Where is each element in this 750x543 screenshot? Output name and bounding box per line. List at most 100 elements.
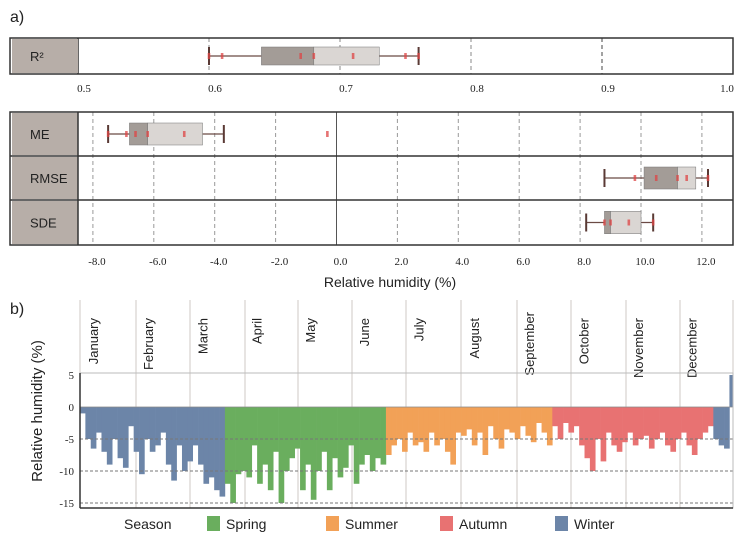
x-tick-label: 4.0: [455, 256, 469, 268]
data-bar: [326, 407, 333, 491]
data-bar: [659, 407, 666, 433]
data-bar: [552, 407, 558, 427]
month-label: July: [412, 318, 427, 342]
data-bar: [648, 407, 655, 449]
data-point: [627, 219, 631, 226]
legend: Season Spring Summer Autumn Winter: [124, 516, 615, 532]
data-bar: [267, 407, 274, 491]
x-tick-label: 0.7: [339, 83, 353, 95]
data-bar: [461, 407, 467, 436]
x-tick-label: -4.0: [210, 256, 228, 268]
data-bar: [385, 407, 392, 455]
data-bar: [482, 407, 489, 455]
data-bar: [294, 407, 301, 449]
data-bar: [450, 407, 456, 465]
error-boxplot-panel: ME RMSE SDE -8.0 -6.0 -4.0 -2.0 0.0 2.0 4.0 6.0 8.0…: [9, 111, 734, 268]
data-bar: [622, 407, 628, 443]
data-bar: [477, 407, 483, 433]
month-label: April: [250, 318, 265, 344]
data-bar: [600, 407, 607, 462]
data-point: [685, 175, 688, 181]
y-tick-label: -15: [59, 498, 74, 510]
x-axis-label: Relative humidity (%): [324, 274, 456, 290]
row-label: ME: [30, 127, 50, 142]
data-bar: [504, 407, 510, 430]
y-tick-label: 0: [69, 402, 75, 414]
data-bar: [160, 407, 167, 433]
data-bar: [305, 407, 312, 465]
box-upper: [147, 122, 203, 146]
data-bar: [106, 407, 113, 465]
data-point: [207, 53, 211, 59]
data-bar: [493, 407, 499, 439]
box-lower: [129, 122, 148, 146]
row-label: SDE: [30, 216, 57, 231]
y-axis-label: Relative humidity (%): [29, 340, 46, 482]
data-point: [106, 131, 110, 137]
data-bar: [707, 407, 714, 427]
data-bar: [632, 407, 639, 446]
x-tick-label: 2.0: [395, 256, 409, 268]
x-tick-label: 1.0: [720, 83, 734, 95]
data-point: [134, 131, 137, 137]
data-bar: [681, 407, 687, 433]
data-bar: [342, 407, 349, 468]
data-bar: [219, 407, 226, 497]
row-label-box: [12, 113, 78, 155]
data-bar: [251, 407, 258, 446]
x-tick-label: 8.0: [577, 256, 591, 268]
data-bar: [90, 407, 97, 449]
data-bar: [638, 407, 644, 439]
legend-swatch-summer: [326, 516, 339, 531]
data-bar: [246, 407, 253, 478]
legend-label: Summer: [345, 516, 398, 532]
data-bar: [273, 407, 279, 452]
data-bar: [396, 407, 403, 439]
month-label: May: [303, 318, 318, 343]
data-bar: [686, 407, 693, 446]
legend-title: Season: [124, 516, 171, 532]
data-bar: [192, 407, 199, 446]
x-tick-label: 0.0: [334, 256, 348, 268]
y-tick-label: 5: [69, 370, 75, 382]
month-label: March: [196, 318, 211, 354]
x-tick-label: -8.0: [88, 256, 106, 268]
x-tick-label: 0.5: [77, 83, 91, 95]
data-bar: [316, 407, 322, 471]
data-bar: [428, 407, 435, 433]
data-bar: [525, 407, 532, 436]
legend-label: Spring: [226, 516, 266, 532]
data-bar: [514, 407, 521, 439]
row-label: RMSE: [30, 171, 68, 186]
data-bar: [611, 407, 618, 446]
x-tick-label: 10.0: [635, 256, 655, 268]
x-tick-label: -6.0: [149, 256, 167, 268]
x-tick-label: 0.8: [470, 83, 484, 95]
data-bar: [536, 407, 542, 423]
data-bar: [439, 407, 446, 439]
data-bar: [380, 407, 387, 465]
data-point: [633, 175, 637, 181]
data-bar: [155, 407, 161, 446]
y-tick-label: -10: [59, 466, 74, 478]
row-label-box: [12, 39, 78, 73]
box-lower: [643, 166, 678, 190]
data-bar: [117, 407, 124, 459]
data-bar: [568, 407, 575, 433]
data-point: [651, 219, 655, 226]
data-bar: [423, 407, 430, 452]
data-point: [351, 53, 355, 59]
data-bar: [530, 407, 537, 443]
month-label: December: [685, 317, 700, 378]
data-bar: [584, 407, 591, 459]
data-bar: [122, 407, 129, 468]
data-bar: [573, 407, 580, 427]
x-tick-label: 12.0: [696, 256, 716, 268]
data-bar: [241, 407, 247, 471]
data-point: [603, 219, 606, 226]
data-bar: [412, 407, 419, 446]
data-bar: [85, 407, 92, 439]
data-point: [220, 53, 224, 59]
data-bar: [149, 407, 156, 452]
